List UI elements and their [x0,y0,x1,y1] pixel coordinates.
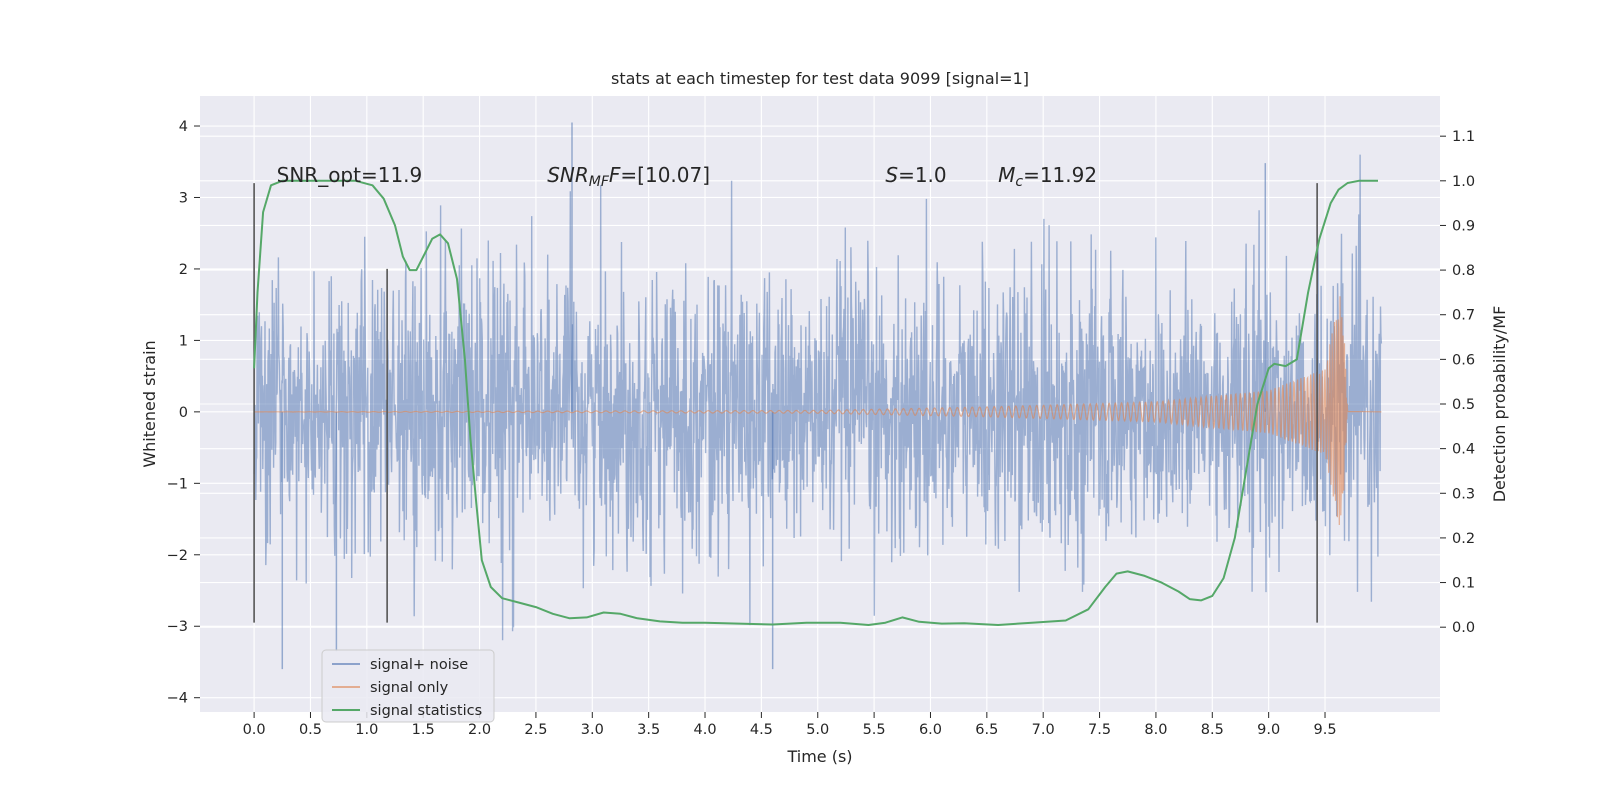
x-tick-label: 6.0 [919,722,942,738]
y-left-tick-label: −2 [167,548,188,564]
series-signal-noise-line [253,154,1383,641]
y-right-tick-label: 1.0 [1452,174,1475,190]
y-left-tick-label: −1 [167,476,188,492]
y-left-tick-label: 0 [179,405,188,421]
series-signal-only-line [254,296,1382,526]
x-tick-label: 0.5 [299,722,322,738]
x-tick-label: 4.0 [693,722,716,738]
x-tick-label: 9.5 [1313,722,1336,738]
y-left-tick-label: −4 [167,691,188,707]
y-axis-left-label: Whitened strain [140,340,159,467]
x-tick-label: 6.5 [975,722,998,738]
y-right-tick-label: 0.4 [1452,442,1475,458]
legend: signal+ noise signal only signal statistic… [321,649,495,723]
x-tick-label: 3.0 [581,722,604,738]
x-tick-label: 7.0 [1032,722,1055,738]
x-tick-label: 2.0 [468,722,491,738]
x-tick-label: 7.5 [1088,722,1111,738]
annotations: SNR_opt=11.9 SNRMFF=[10.07] S=1.0 Mc=11.92 [277,163,1097,190]
y-right-tick-label: 0.1 [1452,576,1475,592]
x-tick-label: 9.0 [1257,722,1280,738]
legend-label: signal+ noise [370,657,468,673]
legend-label: signal statistics [370,703,482,719]
y-left-tick-label: 2 [179,262,188,278]
data-layer [253,122,1383,670]
tick-layer: 0.0 0.5 1.0 1.5 2.0 2.5 3.0 3.5 4.0 4.5 5.0 5.5 6.0 6… [167,119,1475,738]
chart-title: stats at each timestep for test data 909… [611,69,1029,88]
annotation-text: S=1.0 [885,163,946,187]
annotation-text: SNR_opt=11.9 [277,163,423,187]
annotation-text: Mc=11.92 [998,163,1097,190]
x-tick-label: 8.0 [1144,722,1167,738]
y-right-tick-label: 1.1 [1452,129,1475,145]
y-right-tick-label: 0.9 [1452,218,1475,234]
x-axis-label: Time (s) [786,747,852,766]
y-right-tick-label: 0.3 [1452,486,1475,502]
x-tick-label: 5.5 [863,722,886,738]
x-tick-label: 2.5 [524,722,547,738]
y-right-tick-label: 0.8 [1452,263,1475,279]
x-tick-label: 8.5 [1201,722,1224,738]
x-tick-label: 1.0 [355,722,378,738]
y-right-tick-label: 0.6 [1452,352,1475,368]
x-tick-label: 4.5 [750,722,773,738]
y-left-tick-label: 3 [179,190,188,206]
legend-box [321,649,495,723]
annotation-text: SNRMFF=[10.07] [547,163,710,190]
y-right-tick-label: 0.7 [1452,308,1475,324]
x-tick-label: 0.0 [243,722,266,738]
y-right-tick-label: 0.0 [1452,620,1475,636]
y-right-tick-label: 0.5 [1452,397,1475,413]
x-tick-label: 1.5 [412,722,435,738]
series-signal-statistics-line [253,179,1378,626]
x-tick-label: 3.5 [637,722,660,738]
y-left-tick-label: −3 [167,619,188,635]
y-left-tick-label: 4 [179,119,188,135]
y-right-tick-label: 0.2 [1452,531,1475,547]
legend-label: signal only [370,680,449,696]
y-axis-right-label: Detection probability/MF [1490,306,1509,503]
x-tick-label: 5.0 [806,722,829,738]
y-left-tick-label: 1 [179,333,188,349]
